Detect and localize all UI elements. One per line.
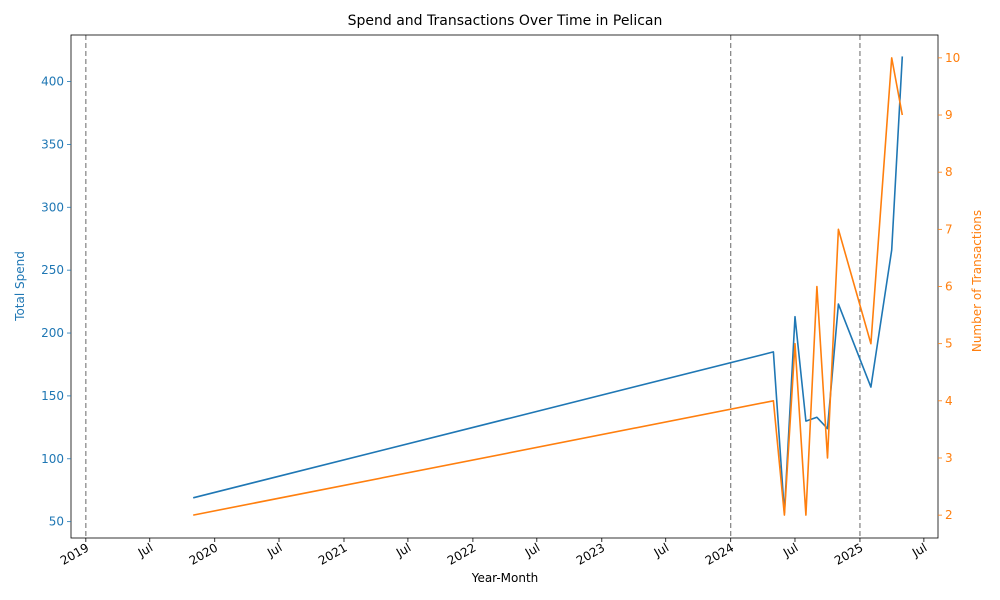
y-right-tick-label: 9 <box>945 108 953 122</box>
x-tick-label: 2023 <box>574 540 607 567</box>
chart-title: Spend and Transactions Over Time in Peli… <box>348 13 663 29</box>
y-right-tick-label: 3 <box>945 451 953 465</box>
x-tick-label: 2022 <box>445 540 478 567</box>
x-tick-label: Jul <box>393 540 413 560</box>
y-left-tick-label: 100 <box>41 452 64 466</box>
y-right-tick-label: 10 <box>945 51 960 65</box>
y-left-tick-label: 350 <box>41 137 64 151</box>
y-right-tick-label: 7 <box>945 222 953 236</box>
x-tick-label: 2025 <box>832 540 865 567</box>
series-transactions-line <box>193 57 904 516</box>
y-left-axis-ticks: 50 100 150 200 250 300 350 400 <box>41 75 71 529</box>
y-left-tick-label: 150 <box>41 389 64 403</box>
y-left-tick-label: 200 <box>41 326 64 340</box>
x-axis-label: Year-Month <box>471 571 539 585</box>
x-tick-label: 2019 <box>58 540 91 567</box>
x-tick-label: Jul <box>651 540 671 560</box>
x-tick-label: Jul <box>909 540 929 560</box>
y-right-tick-label: 5 <box>945 337 953 351</box>
x-axis-ticks: 2019 Jul 2020 Jul 2021 Jul 2022 Jul 2023 Jul 2024 J… <box>58 538 929 568</box>
x-tick-label: Jul <box>135 540 155 560</box>
x-tick-label: 2021 <box>316 540 349 567</box>
reference-lines <box>85 35 861 538</box>
y-left-axis-label: Total Spend <box>13 251 27 322</box>
x-tick-label: 2020 <box>187 540 220 567</box>
x-tick-label: 2024 <box>703 540 736 567</box>
y-right-axis-ticks: 2 3 4 5 6 7 8 9 10 <box>938 51 960 522</box>
series-total-spend-line <box>193 56 904 514</box>
x-tick-label: Jul <box>264 540 284 560</box>
x-tick-label: Jul <box>522 540 542 560</box>
y-right-tick-label: 4 <box>945 394 953 408</box>
y-left-tick-label: 250 <box>41 263 64 277</box>
y-left-tick-label: 300 <box>41 200 64 214</box>
y-right-tick-label: 2 <box>945 508 953 522</box>
series-lines <box>193 56 904 516</box>
y-right-tick-label: 6 <box>945 280 953 294</box>
y-right-tick-label: 8 <box>945 165 953 179</box>
y-left-tick-label: 400 <box>41 75 64 89</box>
x-tick-label: Jul <box>780 540 800 560</box>
y-right-axis-label: Number of Transactions <box>970 210 984 352</box>
y-left-tick-label: 50 <box>49 515 64 529</box>
